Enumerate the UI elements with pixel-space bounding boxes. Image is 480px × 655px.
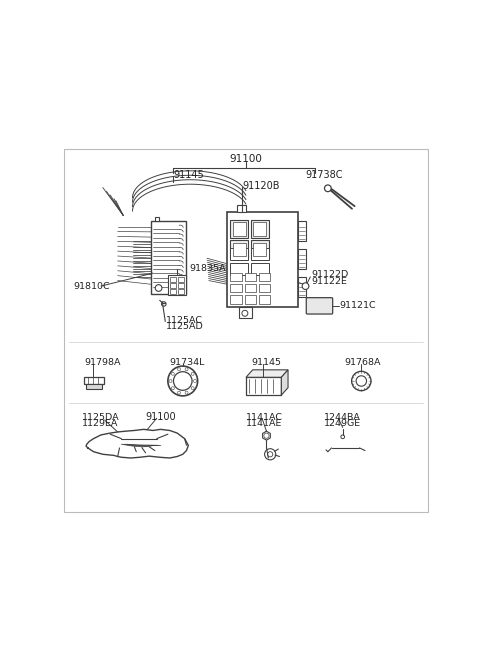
Bar — [84, 377, 104, 384]
Bar — [244, 295, 256, 304]
Text: 91810C: 91810C — [73, 282, 109, 291]
Bar — [259, 295, 270, 304]
Bar — [298, 221, 306, 242]
Text: 91768A: 91768A — [345, 358, 381, 367]
Text: 1249GE: 1249GE — [324, 419, 361, 428]
Text: 91120B: 91120B — [242, 181, 280, 191]
Circle shape — [302, 283, 309, 290]
Bar — [230, 240, 248, 258]
Polygon shape — [246, 370, 288, 377]
Circle shape — [191, 372, 194, 375]
Bar — [251, 240, 269, 258]
Circle shape — [155, 285, 162, 291]
Bar — [228, 212, 298, 307]
Bar — [170, 277, 176, 282]
Text: 91798A: 91798A — [84, 358, 120, 367]
Bar — [259, 284, 270, 293]
Circle shape — [341, 435, 345, 439]
Circle shape — [169, 379, 172, 383]
Text: 91122E: 91122E — [311, 277, 347, 286]
Bar — [170, 289, 176, 293]
Bar — [233, 222, 246, 236]
Text: 1244BA: 1244BA — [324, 413, 361, 422]
Text: 91100: 91100 — [145, 412, 176, 422]
Circle shape — [267, 452, 273, 457]
Text: 1125AC: 1125AC — [166, 316, 203, 325]
Circle shape — [324, 185, 331, 192]
Bar — [253, 242, 266, 256]
Circle shape — [185, 391, 188, 394]
Bar — [230, 295, 241, 304]
Bar — [178, 283, 184, 288]
Text: 91100: 91100 — [229, 154, 263, 164]
Circle shape — [352, 371, 371, 390]
Circle shape — [264, 449, 276, 460]
Circle shape — [242, 310, 248, 316]
Bar — [178, 277, 184, 282]
Circle shape — [173, 371, 192, 390]
Polygon shape — [281, 370, 288, 395]
Bar — [251, 263, 269, 275]
Bar — [244, 273, 256, 281]
Circle shape — [356, 376, 367, 386]
Bar — [230, 273, 241, 281]
Bar — [246, 377, 281, 395]
Text: 91734L: 91734L — [170, 358, 205, 367]
Text: 1141AE: 1141AE — [246, 419, 282, 428]
Circle shape — [191, 386, 194, 390]
Text: 1125DA: 1125DA — [83, 413, 120, 422]
Bar — [239, 307, 252, 318]
Bar — [298, 249, 306, 269]
Text: 1125AD: 1125AD — [166, 322, 204, 331]
Circle shape — [162, 302, 166, 307]
Bar — [230, 220, 248, 238]
Text: 91738C: 91738C — [305, 170, 343, 180]
Bar — [230, 248, 248, 260]
Text: 91145: 91145 — [173, 170, 204, 180]
FancyBboxPatch shape — [306, 297, 333, 314]
Text: 91121C: 91121C — [340, 301, 376, 310]
Bar — [251, 220, 269, 238]
Bar — [259, 273, 270, 281]
Circle shape — [193, 379, 196, 383]
Circle shape — [264, 433, 269, 438]
Bar — [298, 277, 306, 297]
Bar — [230, 263, 248, 275]
Bar — [237, 205, 246, 212]
Bar — [233, 242, 246, 256]
Text: 1141AC: 1141AC — [246, 413, 283, 422]
Text: 91145: 91145 — [252, 358, 282, 367]
Bar — [168, 275, 186, 295]
Bar — [178, 289, 184, 293]
Bar — [170, 283, 176, 288]
Bar — [151, 221, 186, 293]
Bar — [230, 284, 241, 293]
Circle shape — [178, 368, 180, 371]
Text: 1129EA: 1129EA — [83, 419, 119, 428]
Bar — [244, 284, 256, 293]
Circle shape — [168, 366, 198, 396]
Bar — [155, 217, 159, 221]
Bar — [251, 248, 269, 260]
Circle shape — [178, 391, 180, 394]
Circle shape — [171, 372, 174, 375]
Circle shape — [171, 386, 174, 390]
Bar — [253, 222, 266, 236]
Text: 91122D: 91122D — [311, 271, 348, 280]
Text: 91835A: 91835A — [190, 264, 226, 272]
Circle shape — [185, 368, 188, 371]
Bar — [85, 384, 102, 389]
